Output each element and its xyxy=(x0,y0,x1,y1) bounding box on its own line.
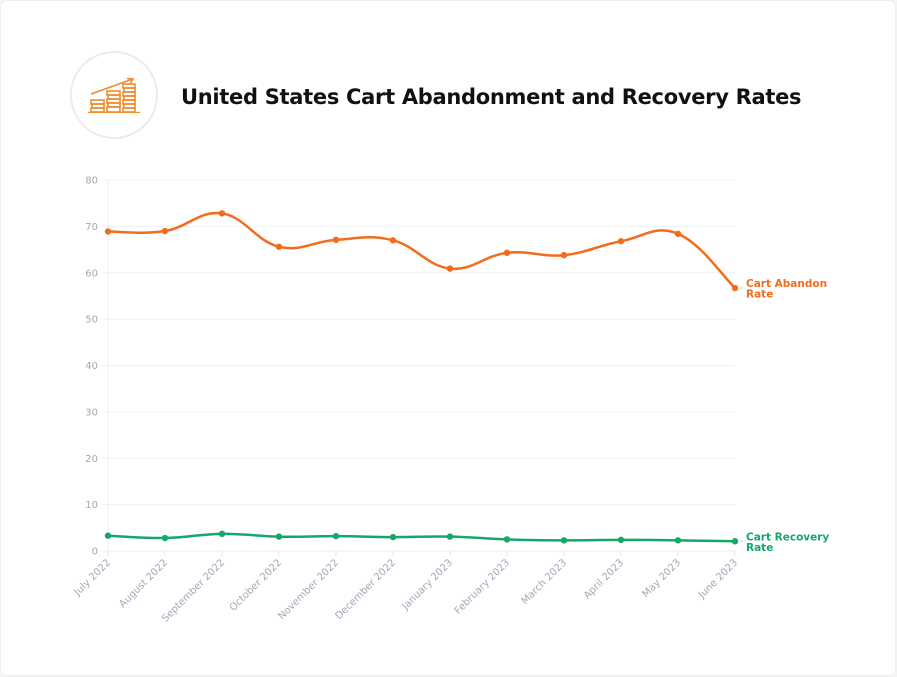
rising-coins-chart-icon xyxy=(88,77,140,113)
series-end-label: Cart Recovery xyxy=(746,531,829,543)
x-tick-label: August 2022 xyxy=(117,557,170,610)
y-tick-label: 20 xyxy=(85,454,98,465)
x-tick-label: January 2023 xyxy=(400,557,456,613)
x-tick-label: December 2022 xyxy=(333,557,398,622)
data-point xyxy=(617,238,625,245)
data-point xyxy=(446,533,454,540)
grid-lines xyxy=(102,179,736,556)
y-tick-label: 50 xyxy=(85,315,98,326)
data-point xyxy=(560,251,568,259)
data-point xyxy=(503,536,511,543)
x-tick-label: April 2023 xyxy=(582,557,626,601)
x-tick-label: October 2022 xyxy=(228,557,284,613)
data-point xyxy=(560,537,568,544)
series-end-label: Rate xyxy=(746,289,773,301)
data-point xyxy=(161,534,169,542)
x-tick-label: February 2023 xyxy=(453,557,512,616)
data-point xyxy=(332,532,340,540)
y-tick-label: 10 xyxy=(85,500,98,511)
series-line xyxy=(107,532,736,543)
y-tick-label: 60 xyxy=(85,268,98,279)
x-tick-label: July 2022 xyxy=(72,557,113,598)
y-tick-label: 30 xyxy=(85,407,98,418)
x-tick-label: June 2023 xyxy=(696,557,740,601)
data-point xyxy=(674,230,682,237)
x-tick-label: September 2022 xyxy=(160,557,227,624)
data-point xyxy=(332,236,340,244)
x-tick-label: November 2022 xyxy=(276,557,341,622)
series-line xyxy=(107,211,736,289)
logo-badge xyxy=(70,51,158,139)
data-point xyxy=(503,249,511,257)
data-point xyxy=(731,538,739,545)
series-end-label: Cart Abandon xyxy=(746,278,827,290)
data-point xyxy=(218,210,226,217)
data-point xyxy=(218,530,226,538)
y-axis: 0 10 20 30 40 50 60 70 80 xyxy=(85,176,98,558)
y-tick-label: 70 xyxy=(85,222,98,233)
y-tick-label: 80 xyxy=(85,176,98,187)
data-point xyxy=(446,265,454,272)
chart-title: United States Cart Abandonment and Recov… xyxy=(181,85,802,109)
x-tick-label: May 2023 xyxy=(640,557,683,600)
data-point xyxy=(389,533,397,541)
data-point xyxy=(389,237,397,244)
y-tick-label: 0 xyxy=(92,547,98,558)
series-end-label: Rate xyxy=(746,542,773,554)
data-point xyxy=(104,228,112,235)
data-point xyxy=(275,533,283,540)
y-tick-label: 40 xyxy=(85,361,98,372)
data-point xyxy=(275,243,283,250)
data-point xyxy=(104,532,112,539)
x-tick-label: March 2023 xyxy=(520,557,570,607)
data-point xyxy=(161,227,169,235)
data-point xyxy=(674,537,682,544)
data-point xyxy=(731,284,739,292)
data-point xyxy=(617,536,625,544)
